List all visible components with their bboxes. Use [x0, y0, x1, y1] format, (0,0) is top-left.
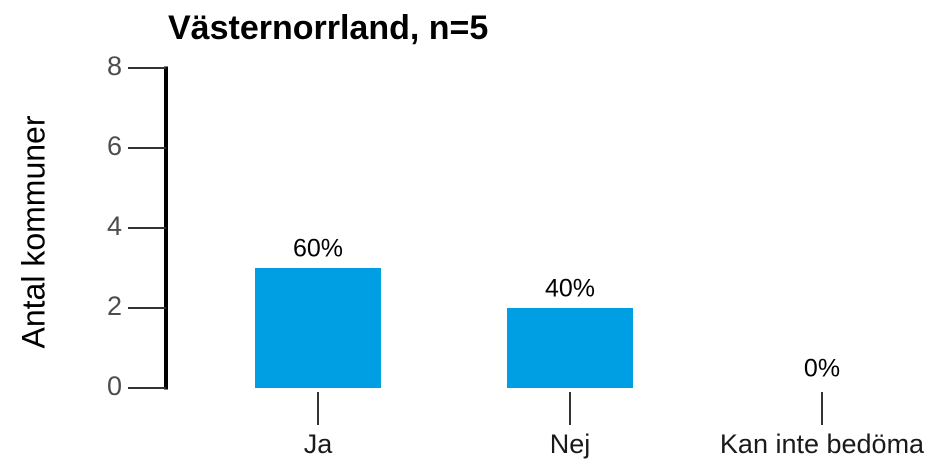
y-tick-label: 4	[107, 211, 122, 241]
chart-title: Västernorrland, n=5	[168, 9, 488, 47]
y-tick-label: 2	[107, 291, 122, 321]
x-tick-label: Ja	[304, 429, 334, 459]
x-tick-label: Nej	[550, 429, 591, 459]
x-tick-label: Kan inte bedöma	[720, 429, 925, 459]
data-label: 0%	[804, 355, 840, 383]
y-tick-label: 6	[107, 131, 122, 161]
data-label: 40%	[545, 275, 595, 303]
bar	[507, 308, 633, 388]
y-tick-label: 0	[107, 371, 122, 401]
y-axis-label: Antal kommuner	[15, 115, 51, 348]
data-label: 60%	[293, 235, 343, 263]
bar	[255, 268, 381, 388]
y-tick-label: 8	[107, 51, 122, 81]
